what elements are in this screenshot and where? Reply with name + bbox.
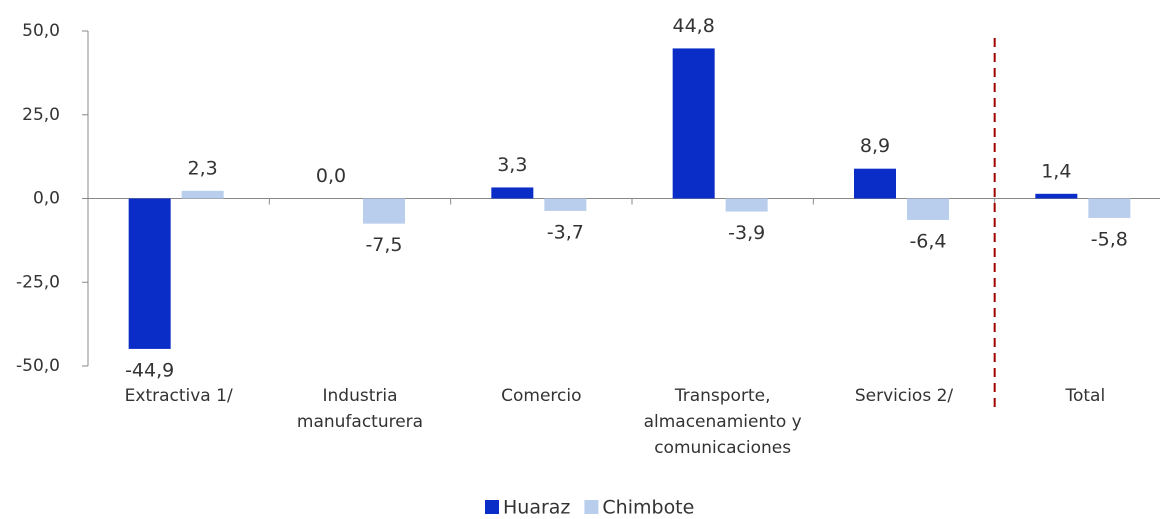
value-label: 8,9 (860, 135, 890, 157)
bar (363, 198, 405, 224)
y-tick-label: -25,0 (16, 272, 60, 292)
bar (725, 198, 768, 212)
value-label: 1,4 (1041, 160, 1071, 182)
x-tick-label: Industria manufacturera (297, 386, 423, 432)
bar (181, 190, 224, 199)
bar (1035, 193, 1078, 199)
y-tick-label: 25,0 (22, 105, 60, 125)
bar (491, 187, 534, 199)
value-label: 0,0 (316, 165, 346, 187)
legend-label: Huaraz (503, 497, 570, 519)
x-tick-label: Servicios 2/ (855, 386, 954, 406)
x-tick-label: Transporte, almacenamiento y comunicacione… (644, 386, 802, 458)
legend-swatch (485, 500, 499, 514)
value-label: 3,3 (497, 154, 527, 176)
value-label: -3,9 (728, 222, 765, 244)
value-label: -7,5 (365, 234, 402, 256)
x-tick-label: Total (1064, 386, 1105, 406)
bar (128, 198, 171, 349)
value-label: -5,8 (1091, 228, 1128, 250)
y-tick-label: 0,0 (33, 189, 60, 209)
x-tick-label: Comercio (501, 386, 581, 406)
bar (1088, 198, 1131, 218)
y-tick-label: -50,0 (16, 356, 60, 376)
legend-swatch (584, 500, 599, 514)
value-label: -44,9 (125, 359, 174, 381)
value-label: -6,4 (909, 230, 946, 252)
legend-label: Chimbote (602, 497, 694, 519)
x-tick-label: Extractiva 1/ (125, 386, 233, 406)
bar (544, 198, 587, 211)
bar (907, 198, 949, 220)
y-tick-label: 50,0 (22, 21, 60, 41)
value-label: -3,7 (547, 221, 584, 243)
value-label: 44,8 (673, 15, 715, 37)
bar (672, 48, 715, 199)
bar (854, 168, 896, 199)
value-label: 2,3 (188, 157, 218, 179)
